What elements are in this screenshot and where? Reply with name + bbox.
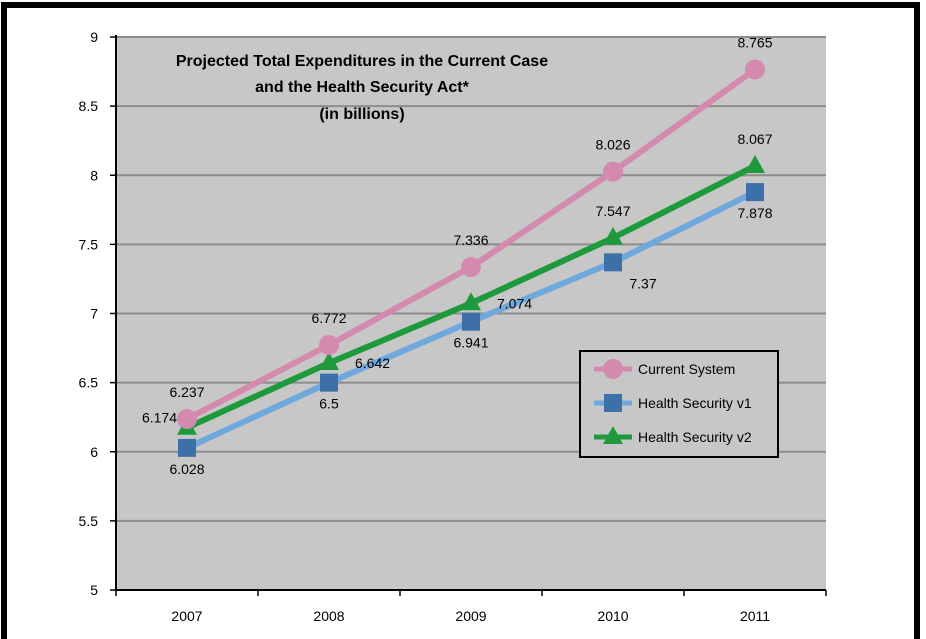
data-point-marker [745, 154, 765, 173]
data-point-marker [178, 438, 196, 457]
x-tick-label: 2011 [740, 608, 770, 624]
chart-title-line-1: Projected Total Expenditures in the Curr… [176, 53, 548, 70]
data-point-marker [461, 292, 481, 311]
data-point-marker [462, 312, 480, 331]
data-point-marker [177, 408, 197, 429]
data-label: 7.547 [595, 203, 630, 219]
data-point-marker [745, 59, 765, 80]
y-tick-label: 5 [90, 582, 98, 598]
data-label: 6.028 [169, 461, 204, 477]
axes [110, 35, 827, 596]
data-label: 7.37 [629, 275, 656, 291]
data-point-marker [603, 226, 623, 245]
x-tick-label: 2009 [455, 608, 486, 624]
chart-title: Projected Total Expenditures in the Curr… [176, 53, 548, 123]
data-label: 6.237 [169, 384, 204, 400]
data-label: 7.878 [737, 205, 772, 221]
y-tick-label: 7 [90, 306, 98, 322]
data-label: 7.074 [497, 295, 532, 311]
x-tick-label: 2007 [171, 608, 202, 624]
legend-marker [603, 359, 623, 379]
data-labels: 6.237 6.772 7.336 8.026 8.765 6.028 6.5 6.941 7.… [142, 34, 773, 476]
data-point-marker [319, 351, 339, 370]
x-tick-label: 2008 [313, 608, 344, 624]
data-label: 6.941 [453, 335, 488, 351]
data-label: 8.765 [737, 34, 772, 50]
y-tick-label: 5.5 [79, 513, 99, 529]
legend-entry-label: Health Security v2 [638, 429, 752, 445]
data-point-marker [461, 257, 481, 278]
data-point-marker [746, 183, 764, 202]
legend-entry-label: Current System [638, 361, 735, 377]
y-tick-label: 9 [90, 29, 98, 45]
series-group [177, 59, 765, 457]
y-tick-label: 8 [90, 167, 98, 183]
data-label: 8.026 [595, 137, 630, 153]
data-label: 6.642 [355, 355, 390, 371]
x-tick-labels: 2007 2008 2009 2010 2011 [171, 608, 770, 624]
data-label: 6.5 [319, 396, 339, 412]
y-tick-label: 6.5 [79, 375, 99, 391]
data-point-marker [319, 335, 339, 356]
data-label: 6.174 [142, 410, 177, 426]
chart-title-line-2: and the Health Security Act* [255, 79, 469, 96]
data-point-marker [603, 161, 623, 182]
data-label: 8.067 [737, 131, 772, 147]
y-tick-label: 6 [90, 444, 98, 460]
y-tick-label: 7.5 [79, 236, 99, 252]
x-tick-label: 2010 [597, 608, 628, 624]
legend-marker [603, 426, 623, 444]
legend-entry-label: Health Security v1 [638, 395, 752, 411]
data-point-marker [320, 373, 338, 392]
legend: Current System Health Security v1 Health S… [579, 350, 779, 458]
data-label: 7.336 [453, 232, 488, 248]
y-tick-labels: 5 5.5 6 6.5 7 7.5 8 8.5 9 [79, 29, 99, 598]
data-point-marker [604, 253, 622, 272]
legend-marker [604, 394, 622, 412]
y-tick-label: 8.5 [79, 98, 99, 114]
chart-title-line-3: (in billions) [319, 106, 404, 123]
data-label: 6.772 [311, 310, 346, 326]
